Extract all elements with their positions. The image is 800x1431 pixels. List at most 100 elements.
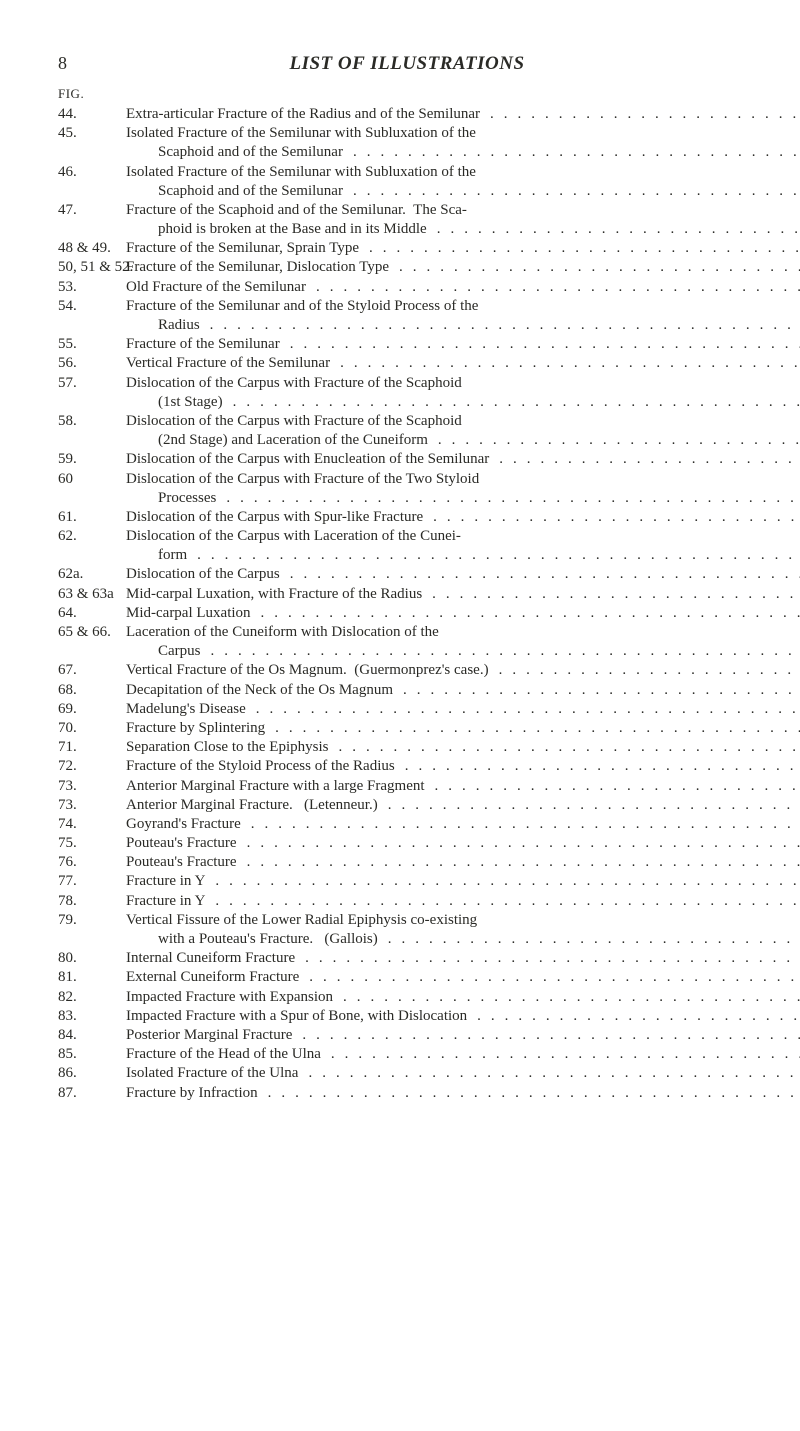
- entry-text: Dislocation of the Carpus with Fracture …: [126, 470, 479, 489]
- list-entry: 54.Fracture of the Semilunar and of the …: [58, 297, 800, 335]
- entry-description: Dislocation of the Carpus with Fracture …: [126, 374, 800, 412]
- entry-text: Pouteau's Fracture: [126, 853, 237, 872]
- fig-number: 81.: [58, 968, 126, 987]
- list-entry: 44.Extra-articular Fracture of the Radiu…: [58, 105, 756, 124]
- dot-leaders: [467, 1007, 800, 1026]
- list-entry: 81.External Cuneiform Fracture„153: [58, 968, 756, 987]
- fig-number: 61.: [58, 508, 126, 527]
- dot-leaders: [422, 585, 800, 604]
- fig-number: 45.: [58, 124, 126, 143]
- entry-description: Dislocation of the Carpus with Fracture …: [126, 470, 800, 508]
- list-entry: 53.Old Fracture of the Semilunar: [58, 278, 800, 297]
- fig-number: 67.: [58, 661, 126, 680]
- entry-text: Fracture of the Semilunar: [126, 335, 280, 354]
- list-entry: 70.Fracture by SplinteringPage142: [58, 719, 756, 738]
- fig-number: 55.: [58, 335, 126, 354]
- list-entry: 59.Dislocation of the Carpus with Enucle…: [58, 450, 800, 469]
- fig-number: 76.: [58, 853, 126, 872]
- list-entry: 46.Isolated Fracture of the Semilunar wi…: [58, 163, 756, 201]
- entry-text: Fracture by Splintering: [126, 719, 265, 738]
- fig-number: 53.: [58, 278, 126, 297]
- entry-description: Extra-articular Fracture of the Radius a…: [126, 105, 800, 124]
- fig-number: 79.: [58, 911, 126, 930]
- list-entry: 71.Separation Close to the Epiphysis„143: [58, 738, 756, 757]
- entry-description: Fracture by Infraction: [126, 1084, 800, 1103]
- entry-text: Laceration of the Cuneiform with Disloca…: [126, 623, 439, 642]
- fig-number: 72.: [58, 757, 126, 776]
- entry-text: Goyrand's Fracture: [126, 815, 241, 834]
- entry-text: Radius: [158, 316, 200, 335]
- list-entry: 80.Internal Cuneiform Fracture„152: [58, 949, 756, 968]
- entry-description: Fracture of the Semilunar, Sprain Type: [126, 239, 800, 258]
- entry-text: Fracture of the Semilunar, Sprain Type: [126, 239, 359, 258]
- fig-number: 87.: [58, 1084, 126, 1103]
- fig-column-header: FIG.: [58, 86, 756, 103]
- fig-number: 54.: [58, 297, 126, 316]
- dot-leaders: [299, 968, 800, 987]
- entry-text: Fracture of the Scaphoid and of the Semi…: [126, 201, 467, 220]
- fig-number: 85.: [58, 1045, 126, 1064]
- entry-description: Fracture of the Styloid Process of the R…: [126, 757, 800, 776]
- entry-text: Vertical Fracture of the Semilunar: [126, 354, 330, 373]
- list-entry: 73.Anterior Marginal Fracture. (Letenneu…: [58, 796, 756, 815]
- group1-entries: 48 & 49.Fracture of the Semilunar, Sprai…: [58, 239, 800, 469]
- entry-description: Vertical Fissure of the Lower Radial Epi…: [126, 911, 800, 949]
- list-entry: 67.Vertical Fracture of the Os Magnum. (…: [58, 661, 756, 680]
- fig-number: 77.: [58, 872, 126, 891]
- list-entry: 86.Isolated Fracture of the Ulna„155: [58, 1064, 756, 1083]
- entry-description: Mid-carpal Luxation, with Fracture of th…: [126, 585, 800, 604]
- entry-text: Isolated Fracture of the Semilunar with …: [126, 124, 476, 143]
- fig-number: 70.: [58, 719, 126, 738]
- entry-description: Fracture of the Semilunar: [126, 335, 800, 354]
- entry-text: Fracture of the Semilunar, Dislocation T…: [126, 258, 389, 277]
- entry-description: Fracture of the Semilunar and of the Sty…: [126, 297, 800, 335]
- list-entry: 62a.Dislocation of the Carpus: [58, 565, 800, 584]
- entry-description: Separation Close to the Epiphysis: [126, 738, 800, 757]
- entry-description: Impacted Fracture with a Spur of Bone, w…: [126, 1007, 800, 1026]
- entry-text: Isolated Fracture of the Semilunar with …: [126, 163, 476, 182]
- fig-number: 56.: [58, 354, 126, 373]
- dot-leaders: [205, 872, 800, 891]
- list-entry: 63 & 63aMid-carpal Luxation, with Fractu…: [58, 585, 800, 604]
- entry-description: Isolated Fracture of the Semilunar with …: [126, 163, 800, 201]
- fig-number: 44.: [58, 105, 126, 124]
- entry-description: Laceration of the Cuneiform with Disloca…: [126, 623, 800, 661]
- list-entry: 50, 51 & 52.Fracture of the Semilunar, D…: [58, 258, 800, 277]
- entry-description: Anterior Marginal Fracture. (Letenneur.): [126, 796, 800, 815]
- entry-text: Vertical Fissure of the Lower Radial Epi…: [126, 911, 477, 930]
- list-entry: 65 & 66.Laceration of the Cuneiform with…: [58, 623, 800, 661]
- entry-description: Dislocation of the Carpus with Laceratio…: [126, 527, 800, 565]
- dot-leaders: [298, 1064, 800, 1083]
- entry-description: Fracture of the Semilunar, Dislocation T…: [126, 258, 800, 277]
- entry-text: Dislocation of the Carpus: [126, 565, 280, 584]
- list-entry: 64.Mid-carpal Luxation: [58, 604, 800, 623]
- fig-number: 62.: [58, 527, 126, 546]
- list-entry: 74.Goyrand's Fracture„147: [58, 815, 756, 834]
- entry-text: Processes: [158, 489, 216, 508]
- brace-group-1: 48 & 49.Fracture of the Semilunar, Sprai…: [58, 239, 756, 469]
- dot-leaders: [489, 661, 800, 680]
- fig-number: 58.: [58, 412, 126, 431]
- fig-number: 68.: [58, 681, 126, 700]
- entry-text: Carpus: [158, 642, 201, 661]
- list-entry: 57.Dislocation of the Carpus with Fractu…: [58, 374, 800, 412]
- dot-leaders: [378, 796, 800, 815]
- fig-number: 64.: [58, 604, 126, 623]
- list-entry: 73.Anterior Marginal Fracture with a lar…: [58, 777, 756, 796]
- entry-text: phoid is broken at the Base and in its M…: [158, 220, 427, 239]
- dot-leaders: [425, 777, 800, 796]
- list-entry: 55.Fracture of the Semilunar: [58, 335, 800, 354]
- entry-text: Dislocation of the Carpus with Fracture …: [126, 374, 462, 393]
- brace-group-2: 62.Dislocation of the Carpus with Lacera…: [58, 527, 756, 661]
- dot-leaders: [427, 220, 800, 239]
- dot-leaders: [343, 143, 800, 162]
- dot-leaders: [343, 182, 800, 201]
- dot-leaders: [489, 450, 800, 469]
- entry-text: Madelung's Disease: [126, 700, 246, 719]
- entry-description: Dislocation of the Carpus: [126, 565, 800, 584]
- dot-leaders: [393, 681, 800, 700]
- dot-leaders: [187, 546, 800, 565]
- list-entry: 72.Fracture of the Styloid Process of th…: [58, 757, 756, 776]
- dot-leaders: [389, 258, 800, 277]
- entry-description: Goyrand's Fracture: [126, 815, 800, 834]
